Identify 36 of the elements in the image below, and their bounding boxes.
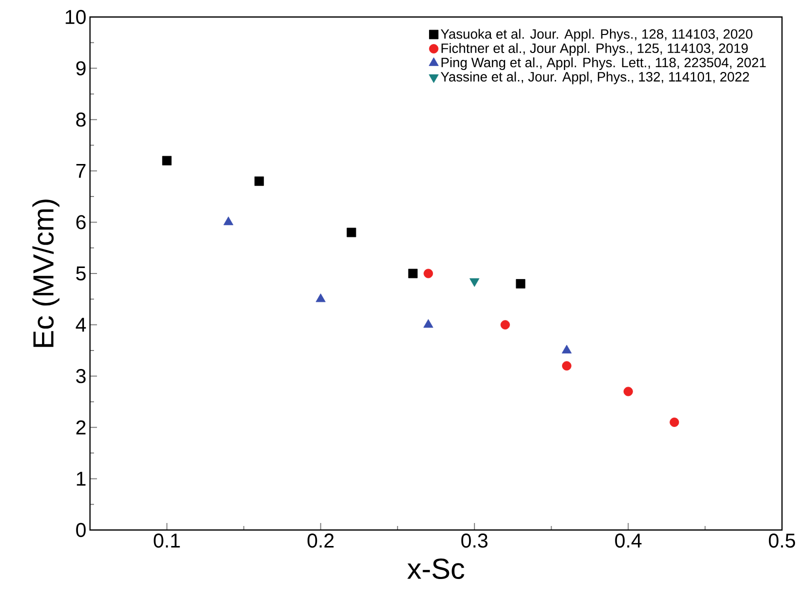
- y-tick-label: 4: [76, 318, 86, 332]
- point: [424, 268, 433, 278]
- point: [162, 156, 172, 166]
- y-axis-title: Ec (MV/cm): [32, 200, 60, 347]
- x-tick-label: 0.5: [768, 534, 796, 548]
- legend-label: Yassine et al., Jour. Appl, Phys., 132, 114101, 2022: [440, 72, 749, 84]
- y-tick-label: 7: [76, 164, 86, 178]
- y-tick-label: 6: [76, 215, 86, 230]
- y-tick-label: 3: [76, 369, 86, 384]
- y-tick-label: 1: [76, 472, 86, 486]
- point: [423, 319, 434, 328]
- y-tick-label: 0: [76, 522, 86, 538]
- legend-label: Yasuoka et al. Jour. Appl. Phys., 128, 114103, 2020: [440, 28, 752, 42]
- y-tick-label: 2: [76, 420, 86, 434]
- x-tick-label: 0.1: [154, 534, 180, 548]
- point: [624, 386, 633, 396]
- point: [670, 418, 680, 427]
- legend-label: Fichtner et al., Jour Appl. Phys., 125, 114103, 2019: [442, 43, 748, 56]
- x-axis-title: x-Sc: [407, 558, 464, 580]
- point: [562, 344, 572, 354]
- point: [516, 279, 526, 288]
- point: [500, 320, 510, 330]
- point: [223, 216, 234, 226]
- legend-label: Ping Wang et al., Appl. Phys. Lett., 118, 223504, 2021: [442, 57, 766, 70]
- point: [562, 361, 572, 371]
- point: [316, 293, 326, 302]
- point: [346, 228, 356, 238]
- x-tick-label: 0.3: [461, 534, 488, 548]
- y-tick-label: 10: [66, 10, 86, 24]
- y-tick-label: 5: [76, 266, 86, 280]
- x-tick-label: 0.2: [308, 534, 334, 548]
- y-tick-label: 8: [76, 112, 86, 127]
- x-tick-label: 0.4: [615, 534, 642, 548]
- point: [254, 176, 264, 186]
- y-tick-label: 9: [76, 61, 86, 76]
- point: [408, 268, 418, 278]
